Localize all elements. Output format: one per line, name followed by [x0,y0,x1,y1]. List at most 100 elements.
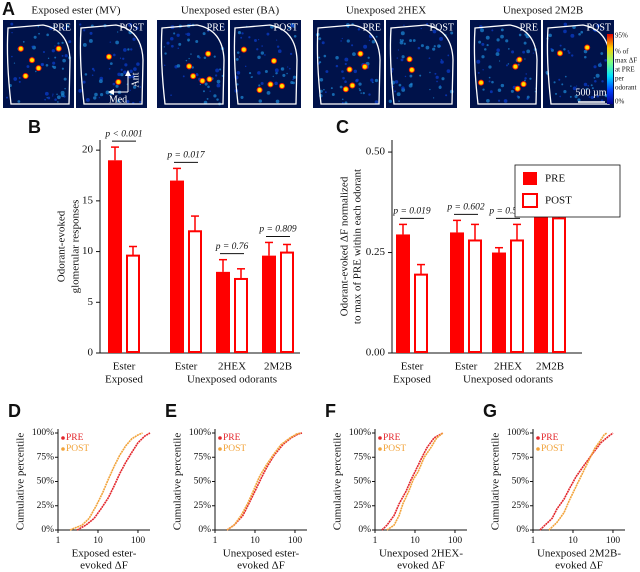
image-speckle [119,57,122,59]
image-speckle [583,49,588,54]
image-speckle [398,83,402,87]
legend-label: PRE [541,433,559,443]
image-speckle [202,32,206,36]
image-speckle [60,90,65,95]
image-speckle [37,25,40,28]
image-speckle [374,100,379,104]
bulb-outline [79,24,144,105]
image-speckle [51,49,55,53]
image-speckle [585,87,588,91]
image-speckle [189,23,192,25]
image-speckle [202,90,205,93]
image-speckle [293,26,295,28]
image-speckle [524,58,526,60]
image-speckle [368,93,371,96]
image-speckle [45,63,49,67]
image-speckle [567,50,570,53]
image-speckle [569,95,572,98]
image-speckle [266,32,270,36]
bar [280,251,294,353]
image-speckle [83,29,86,32]
image-speckle [98,79,103,84]
image-speckle [82,80,86,84]
image-spot [240,46,247,53]
image-speckle [238,31,240,33]
image-speckle [450,31,454,35]
image-speckle [491,29,494,32]
p-value: p < 0.001 [104,129,142,139]
image-speckle [368,39,371,42]
image-speckle [272,75,274,78]
image-title: Unexposed ester (BA) [181,5,280,17]
colorbar-label: % of [615,48,629,56]
image-speckle [503,99,508,103]
x-tick-label: 10 [410,536,420,546]
image-speckle [323,88,325,91]
image-speckle [488,80,491,83]
image-speckle [241,32,244,35]
image-speckle [398,100,400,102]
p-value: p = 0.019 [392,207,431,217]
image-speckle [260,82,264,86]
cdf-line [539,432,614,531]
image-spot [267,81,274,88]
x-tick-label: 2HEX [218,361,246,373]
image-speckle [13,62,16,64]
y-axis-label: Cumulative percentile [490,433,502,531]
y-axis-label: Cumulative percentile [15,433,27,531]
bar [492,252,506,353]
image-speckle [10,22,14,26]
image-speckle [213,94,217,98]
y-tick-label: 20 [82,144,94,156]
image-speckle [370,78,374,82]
image-speckle [207,30,210,33]
y-axis-label: to max of PRE within each odorant [352,169,364,324]
image-speckle [525,73,527,75]
image-speckle [109,41,111,43]
image-speckle [401,86,405,90]
image-speckle [439,36,444,41]
image-speckle [261,45,263,47]
image-speckle [583,82,588,87]
image-speckle [563,29,567,34]
x-axis-label: evoked ΔF [555,560,603,572]
bulb-outline [6,24,71,105]
legend-label: POST [223,444,246,454]
image-speckle [122,57,125,60]
image-speckle [570,33,575,38]
image-speckle [432,29,437,34]
image-speckle [129,89,131,91]
image-speckle [288,27,291,30]
group-label: Exposed [393,374,431,386]
image-speckle [274,81,278,86]
image-speckle [292,78,294,81]
image-speckle [116,31,119,33]
y-tick-label: 0 [88,347,94,359]
y-tick-label: 5 [88,296,94,308]
image-speckle [63,27,66,30]
image-speckle [591,87,594,90]
image-speckle [213,55,216,58]
image-speckle [319,89,323,93]
image-speckle [318,56,321,59]
image-speckle [61,54,64,57]
x-tick-label: 10 [93,536,103,546]
image-speckle [435,75,439,79]
image-spot [584,44,591,51]
image-speckle [360,92,362,94]
image-speckle [325,70,329,74]
p-value: p = 0.515 [488,207,527,217]
image-speckle [78,89,82,93]
image-speckle [420,27,422,30]
image-speckle [240,36,243,39]
image-speckle [186,32,191,37]
cdf-line [548,432,608,531]
image-speckle [563,22,568,27]
image-speckle [40,62,45,67]
image-speckle [57,42,60,45]
image-spot [205,50,212,57]
y-tick-label: 0% [198,525,211,535]
image-speckle [401,39,404,42]
y-tick-label: 25% [37,501,55,511]
image-label: POST [274,22,298,33]
